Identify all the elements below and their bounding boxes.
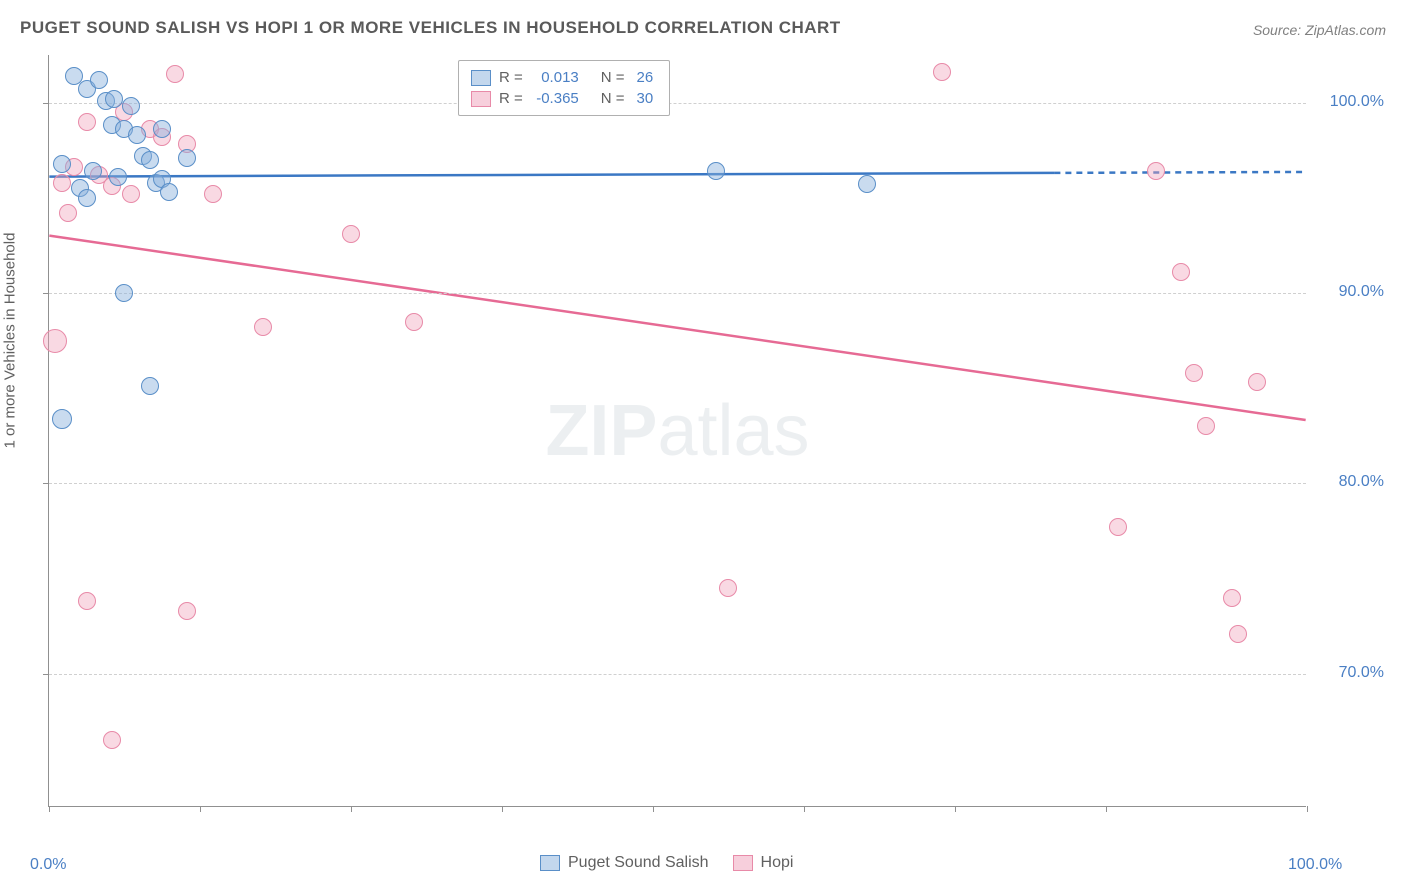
chart-title: PUGET SOUND SALISH VS HOPI 1 OR MORE VEH… [20,18,841,38]
legend-row: R = -0.365 N = 30 [471,88,657,109]
data-point [141,151,159,169]
y-axis-value: 100.0% [1330,93,1384,111]
data-point [1172,263,1190,281]
legend-row: R = 0.013 N = 26 [471,67,657,88]
legend-swatch [471,70,491,86]
x-tick [955,806,956,812]
regression-line [49,173,1054,177]
watermark-light: atlas [657,391,809,471]
data-point [84,162,102,180]
regression-lines-layer [49,55,1306,806]
data-point [52,409,72,429]
data-point [933,63,951,81]
data-point [1197,417,1215,435]
data-point [1248,373,1266,391]
data-point [178,149,196,167]
data-point [141,377,159,395]
r-value: -0.365 [531,90,583,107]
x-tick [653,806,654,812]
r-label: R = [499,69,523,86]
legend-swatch [471,91,491,107]
regression-line [1054,172,1305,173]
legend-item: Puget Sound Salish [540,854,709,872]
data-point [103,731,121,749]
data-point [122,97,140,115]
data-point [53,155,71,173]
y-tick [43,103,49,104]
series-legend: Puget Sound Salish Hopi [540,854,793,872]
legend-label: Hopi [761,854,794,872]
data-point [178,602,196,620]
r-value: 0.013 [531,69,583,86]
x-tick [1106,806,1107,812]
n-label: N = [601,69,625,86]
y-tick [43,293,49,294]
y-tick [43,674,49,675]
data-point [109,168,127,186]
source-attribution: Source: ZipAtlas.com [1253,22,1386,38]
legend-swatch [540,855,560,871]
data-point [254,318,272,336]
plot-area: ZIPatlas [48,55,1306,807]
n-label: N = [601,90,625,107]
data-point [1223,589,1241,607]
r-label: R = [499,90,523,107]
data-point [153,120,171,138]
x-tick [804,806,805,812]
data-point [1185,364,1203,382]
data-point [342,225,360,243]
data-point [43,329,67,353]
data-point [115,284,133,302]
y-axis-value: 80.0% [1339,473,1384,491]
chart-container: PUGET SOUND SALISH VS HOPI 1 OR MORE VEH… [0,0,1406,892]
data-point [78,592,96,610]
x-tick [1307,806,1308,812]
data-point [1229,625,1247,643]
regression-line [49,236,1305,420]
data-point [90,71,108,89]
data-point [105,90,123,108]
legend-swatch [733,855,753,871]
data-point [707,162,725,180]
n-value: 30 [633,90,658,107]
x-axis-value: 0.0% [30,856,66,874]
x-tick [200,806,201,812]
data-point [78,113,96,131]
data-point [59,204,77,222]
data-point [78,189,96,207]
x-tick [49,806,50,812]
data-point [858,175,876,193]
data-point [204,185,222,203]
y-axis-value: 90.0% [1339,283,1384,301]
x-tick [351,806,352,812]
data-point [160,183,178,201]
gridline [49,483,1306,484]
y-tick [43,483,49,484]
n-value: 26 [633,69,658,86]
data-point [166,65,184,83]
data-point [1109,518,1127,536]
correlation-legend: R = 0.013 N = 26 R = -0.365 N = 30 [458,60,670,116]
data-point [122,185,140,203]
gridline [49,103,1306,104]
data-point [1147,162,1165,180]
legend-item: Hopi [733,854,794,872]
watermark-bold: ZIP [545,391,657,471]
gridline [49,293,1306,294]
data-point [405,313,423,331]
data-point [53,174,71,192]
data-point [719,579,737,597]
y-axis-value: 70.0% [1339,664,1384,682]
data-point [128,126,146,144]
x-tick [502,806,503,812]
y-axis-label: 1 or more Vehicles in Household [2,233,19,449]
x-axis-value: 100.0% [1288,856,1342,874]
gridline [49,674,1306,675]
legend-label: Puget Sound Salish [568,854,709,872]
watermark: ZIPatlas [545,390,809,472]
